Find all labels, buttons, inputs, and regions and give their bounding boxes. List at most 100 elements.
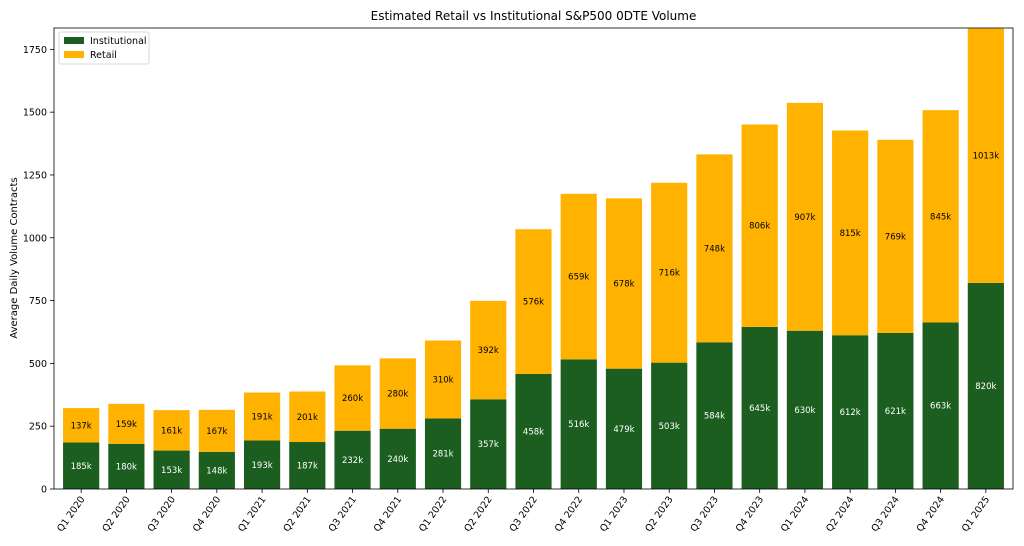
bar-institutional xyxy=(153,450,190,489)
bar-institutional xyxy=(334,430,371,489)
bar-institutional xyxy=(560,359,597,489)
bar-label-retail: 137k xyxy=(71,421,92,431)
x-tick-label: Q4 2022 xyxy=(553,494,585,534)
bar-retail xyxy=(786,102,824,331)
y-tick-label: 500 xyxy=(29,359,47,370)
x-tick-label: Q2 2021 xyxy=(281,494,313,534)
bar-label-retail: 159k xyxy=(116,420,137,430)
x-tick-label: Q1 2023 xyxy=(598,494,630,534)
x-tick-label: Q2 2022 xyxy=(462,494,494,534)
x-tick-label: Q2 2023 xyxy=(643,494,675,534)
bar-retail xyxy=(696,154,733,343)
bar-institutional xyxy=(786,330,824,489)
x-tick-label: Q3 2020 xyxy=(146,494,178,534)
bar-label-institutional: 479k xyxy=(613,425,634,435)
bar-retail xyxy=(922,110,959,323)
bar-label-institutional: 663k xyxy=(930,402,951,412)
bar-institutional xyxy=(967,282,1004,489)
plot-area: 0 250 500 750 1000 1250 1500 1750 185k 137k Q1 202… xyxy=(23,27,1014,534)
bar-label-retail: 392k xyxy=(478,346,499,356)
chart-title: Estimated Retail vs Institutional S&P500… xyxy=(371,9,697,23)
x-tick-label: Q1 2022 xyxy=(417,494,449,534)
bar-retail xyxy=(424,340,462,419)
bar-label-retail: 1013k xyxy=(973,152,1000,162)
bar-label-institutional: 621k xyxy=(885,407,906,417)
bar-label-retail: 815k xyxy=(840,229,861,239)
bar-label-institutional: 584k xyxy=(704,412,725,422)
legend-swatch-retail xyxy=(64,51,84,58)
bar-retail xyxy=(379,358,416,429)
bar-retail xyxy=(967,28,1004,283)
bar-label-institutional: 153k xyxy=(161,466,182,476)
x-tick-label: Q1 2021 xyxy=(236,494,268,534)
bar-retail xyxy=(877,139,914,333)
bar-label-institutional: 187k xyxy=(297,462,318,472)
bar-label-institutional: 180k xyxy=(116,462,137,472)
bar-label-institutional: 630k xyxy=(794,406,815,416)
bar-institutional xyxy=(379,428,416,489)
bar-retail xyxy=(515,229,552,374)
bar-retail xyxy=(289,391,326,443)
x-tick-label: Q4 2020 xyxy=(191,494,223,534)
bar-retail xyxy=(832,130,869,336)
bar-label-retail: 576k xyxy=(523,298,544,308)
bar-label-retail: 748k xyxy=(704,244,725,254)
x-tick-label: Q3 2024 xyxy=(869,494,901,534)
x-tick-label: Q3 2021 xyxy=(327,494,359,534)
bar-institutional xyxy=(741,326,778,489)
bar-label-institutional: 516k xyxy=(568,420,589,430)
bar-label-retail: 769k xyxy=(885,232,906,242)
bar-label-institutional: 232k xyxy=(342,456,363,466)
bar-label-retail: 659k xyxy=(568,273,589,283)
bar-institutional xyxy=(832,335,869,489)
bar-retail xyxy=(470,300,507,400)
y-tick-label: 1000 xyxy=(23,233,47,244)
bar-institutional xyxy=(515,373,552,489)
bar-label-retail: 806k xyxy=(749,222,770,232)
bar-label-retail: 716k xyxy=(659,269,680,279)
bar-institutional xyxy=(605,368,643,489)
bar-institutional xyxy=(289,442,326,489)
bar-label-institutional: 503k xyxy=(659,422,680,432)
bar-label-retail: 845k xyxy=(930,212,951,222)
bar-retail xyxy=(108,403,145,444)
bar-institutional xyxy=(108,443,145,489)
bar-label-retail: 201k xyxy=(297,413,318,423)
bar-retail xyxy=(153,410,190,451)
x-tick-label: Q4 2023 xyxy=(734,494,766,534)
bar-label-institutional: 185k xyxy=(71,462,92,472)
axes-frame xyxy=(53,27,1014,490)
x-tick-label: Q2 2020 xyxy=(100,494,132,534)
bar-label-institutional: 240k xyxy=(387,455,408,465)
bar-retail xyxy=(63,408,100,443)
bar-institutional xyxy=(198,451,235,489)
x-tick-label: Q1 2024 xyxy=(779,494,811,534)
bar-retail xyxy=(651,182,688,363)
y-tick-label: 250 xyxy=(29,422,47,433)
bar-label-institutional: 193k xyxy=(252,461,273,471)
bar-label-retail: 191k xyxy=(252,413,273,423)
y-tick-label: 1250 xyxy=(23,170,47,181)
bar-retail xyxy=(741,124,778,327)
x-tick-label: Q2 2024 xyxy=(824,494,856,534)
bar-label-institutional: 458k xyxy=(523,427,544,437)
bar-label-retail: 678k xyxy=(613,279,634,289)
y-tick-label: 1500 xyxy=(23,108,47,119)
bar-label-institutional: 148k xyxy=(206,466,227,476)
bar-label-retail: 260k xyxy=(342,394,363,404)
bar-institutional xyxy=(470,399,507,489)
bar-retail xyxy=(560,193,597,360)
y-tick-label: 1750 xyxy=(23,45,47,56)
bar-label-retail: 161k xyxy=(161,426,182,436)
bar-label-retail: 310k xyxy=(432,375,453,385)
bar-retail xyxy=(605,198,643,369)
x-tick-label: Q4 2024 xyxy=(915,494,947,534)
bar-label-retail: 907k xyxy=(794,213,815,223)
legend-label-institutional: Institutional xyxy=(90,36,147,47)
bar-institutional xyxy=(243,440,281,489)
bar-institutional xyxy=(696,342,733,489)
x-tick-label: Q3 2022 xyxy=(508,494,540,534)
x-tick-label: Q1 2020 xyxy=(55,494,87,534)
bar-retail xyxy=(334,365,371,431)
